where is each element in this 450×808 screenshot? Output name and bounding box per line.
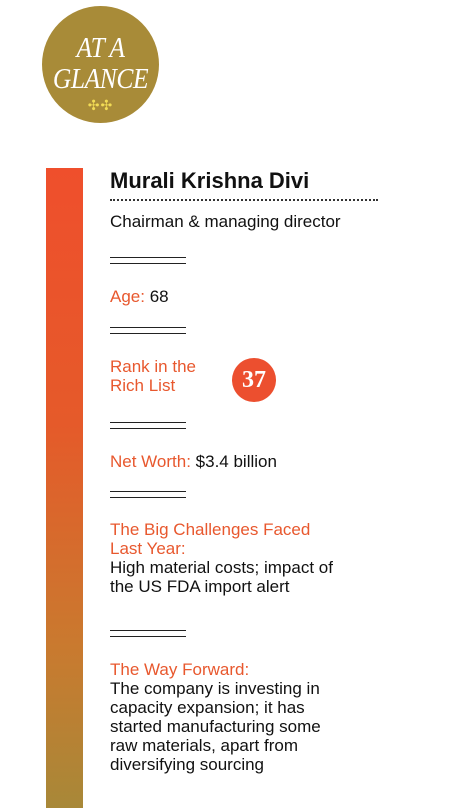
person-role: Chairman & managing director [110, 212, 341, 231]
way-forward-text-line-3: started manufacturing some [110, 717, 321, 736]
section-divider [110, 422, 186, 430]
challenges-label-line-1: The Big Challenges Faced [110, 520, 311, 539]
age-label: Age: [110, 287, 145, 306]
age-value: 68 [144, 287, 169, 306]
section-divider [110, 630, 186, 638]
challenges-label-line-2: Last Year: [110, 539, 186, 558]
dotted-divider [110, 199, 378, 201]
rank-label-line-2: Rich List [110, 376, 176, 395]
section-divider [110, 491, 186, 499]
net-worth-value: $3.4 billion [190, 452, 277, 471]
way-forward-text-line-5: diversifying sourcing [110, 755, 265, 774]
section-divider [110, 257, 186, 265]
challenges-section: The Big Challenges Faced Last Year: High… [110, 520, 333, 596]
net-worth-row: Net Worth: $3.4 billion [110, 452, 277, 471]
way-forward-text-line-4: raw materials, apart from [110, 736, 298, 755]
at-a-glance-badge: AT A GLANCE ✣✣ [42, 6, 159, 123]
way-forward-label: The Way Forward: [110, 660, 250, 679]
section-divider [110, 327, 186, 335]
rank-badge: 37 [232, 358, 276, 402]
badge-line-2: GLANCE [52, 63, 149, 95]
badge-line-1: AT A [76, 32, 125, 64]
net-worth-label: Net Worth: [110, 452, 191, 471]
person-name: Murali Krishna Divi [110, 168, 310, 193]
vertical-accent-bar [46, 168, 83, 808]
rank-label-line-1: Rank in the [110, 357, 196, 376]
way-forward-section: The Way Forward: The company is investin… [110, 660, 321, 774]
way-forward-text-line-2: capacity expansion; it has [110, 698, 305, 717]
rank-label: Rank in the Rich List [110, 357, 196, 395]
age-row: Age: 68 [110, 287, 169, 306]
way-forward-text-line-1: The company is investing in [110, 679, 320, 698]
challenges-text-line-2: the US FDA import alert [110, 577, 290, 596]
challenges-text-line-1: High material costs; impact of [110, 558, 333, 577]
ornament-icon: ✣✣ [87, 97, 114, 113]
